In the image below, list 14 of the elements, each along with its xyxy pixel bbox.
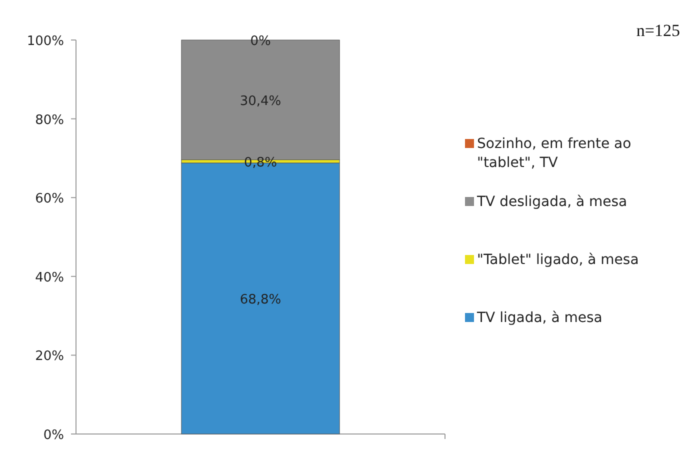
legend-label: TV desligada, à mesa (476, 194, 628, 210)
data-label: 68,8% (240, 292, 282, 308)
legend-label: TV ligada, à mesa (476, 310, 602, 326)
legend-label: "Tablet" ligado, à mesa (477, 252, 639, 268)
text: n=125 (636, 21, 680, 40)
y-tick-label: 100% (26, 34, 64, 49)
y-tick-label: 0% (43, 428, 64, 443)
data-label: 0,8% (244, 155, 278, 170)
data-label: 30,4% (240, 94, 282, 109)
y-tick-label: 80% (35, 112, 64, 128)
y-tick-label: 20% (35, 349, 64, 364)
legend-label: Sozinho, em frente ao "tablet", TV (477, 136, 632, 171)
y-tick-label: 60% (35, 192, 64, 207)
y-tick-label: 40% (35, 270, 64, 286)
